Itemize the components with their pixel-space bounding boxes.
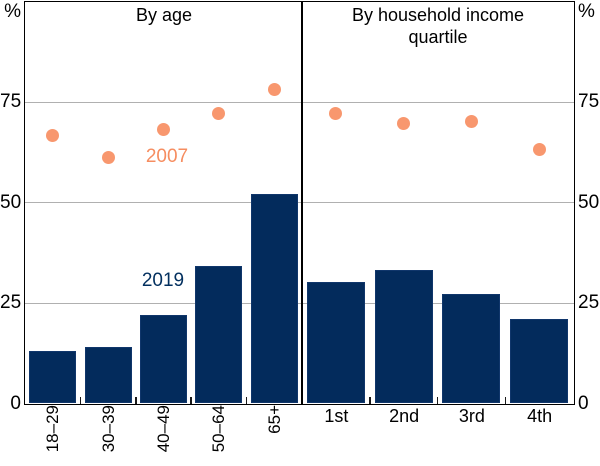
x-axis-tick	[504, 397, 506, 404]
y-tick-label-left-50: 50	[0, 191, 22, 213]
y-tick-label-right-50: 50	[578, 191, 600, 213]
series-label-2019: 2019	[141, 270, 185, 291]
x-axis-tick	[436, 397, 439, 404]
x-tick-label-4th: 4th	[527, 406, 553, 426]
series-label-2007: 2007	[145, 146, 189, 167]
x-tick-label-65+: 65+	[264, 405, 284, 434]
bar-2019-18–29	[29, 350, 77, 403]
x-tick-label-30–39: 30–39	[98, 405, 118, 453]
x-axis-tick	[135, 397, 137, 404]
dot-2007-3rd	[464, 115, 478, 129]
dot-2007-30–39	[101, 151, 115, 165]
y-tick-label-right-25: 25	[578, 292, 600, 313]
bar-2019-1st	[306, 282, 365, 403]
bar-2019-30–39	[84, 346, 132, 403]
bar-2019-40–49	[140, 314, 187, 403]
bar-2019-2nd	[374, 270, 433, 403]
x-axis-tick	[79, 397, 82, 404]
y-tick-label-right-0: 0	[578, 392, 589, 414]
dot-2007-65+	[267, 82, 281, 96]
x-tick-label-3rd: 3rd	[458, 406, 485, 426]
x-axis-tick	[190, 397, 192, 404]
y-axis-unit-right: %	[578, 1, 595, 22]
dot-2007-4th	[532, 143, 546, 157]
dot-2007-50–64	[212, 107, 226, 121]
x-axis-tick	[369, 397, 371, 404]
y-tick-label-left-75: 75	[0, 91, 22, 112]
y-tick-label-left-0: 0	[10, 392, 21, 414]
x-axis-tick	[245, 397, 248, 404]
panel-title-by-age: By age	[135, 5, 193, 25]
panel-title-by-income: By household income quartile	[351, 5, 525, 47]
gridline-25	[25, 302, 574, 304]
x-tick-label-1st: 1st	[324, 406, 349, 426]
dot-2007-1st	[329, 107, 343, 121]
dot-2007-40–49	[157, 123, 170, 137]
bar-2019-50–64	[195, 266, 243, 403]
panel-divider	[301, 2, 303, 404]
x-tick-label-40–49: 40–49	[154, 405, 173, 453]
dot-2007-2nd	[397, 117, 411, 131]
x-tick-label-50–64: 50–64	[209, 405, 229, 453]
bar-2019-4th	[510, 318, 569, 403]
dot-2007-18–29	[46, 129, 60, 143]
y-axis-unit-left: %	[4, 1, 21, 22]
plot-area	[24, 1, 575, 405]
x-tick-label-18–29: 18–29	[43, 405, 63, 453]
bar-2019-3rd	[442, 294, 501, 403]
gridline-50	[25, 202, 574, 203]
y-tick-label-right-75: 75	[578, 91, 600, 112]
y-tick-label-left-25: 25	[0, 292, 22, 313]
x-tick-label-2nd: 2nd	[389, 406, 420, 426]
bar-2019-65+	[250, 193, 298, 403]
gridline-75	[25, 101, 574, 103]
